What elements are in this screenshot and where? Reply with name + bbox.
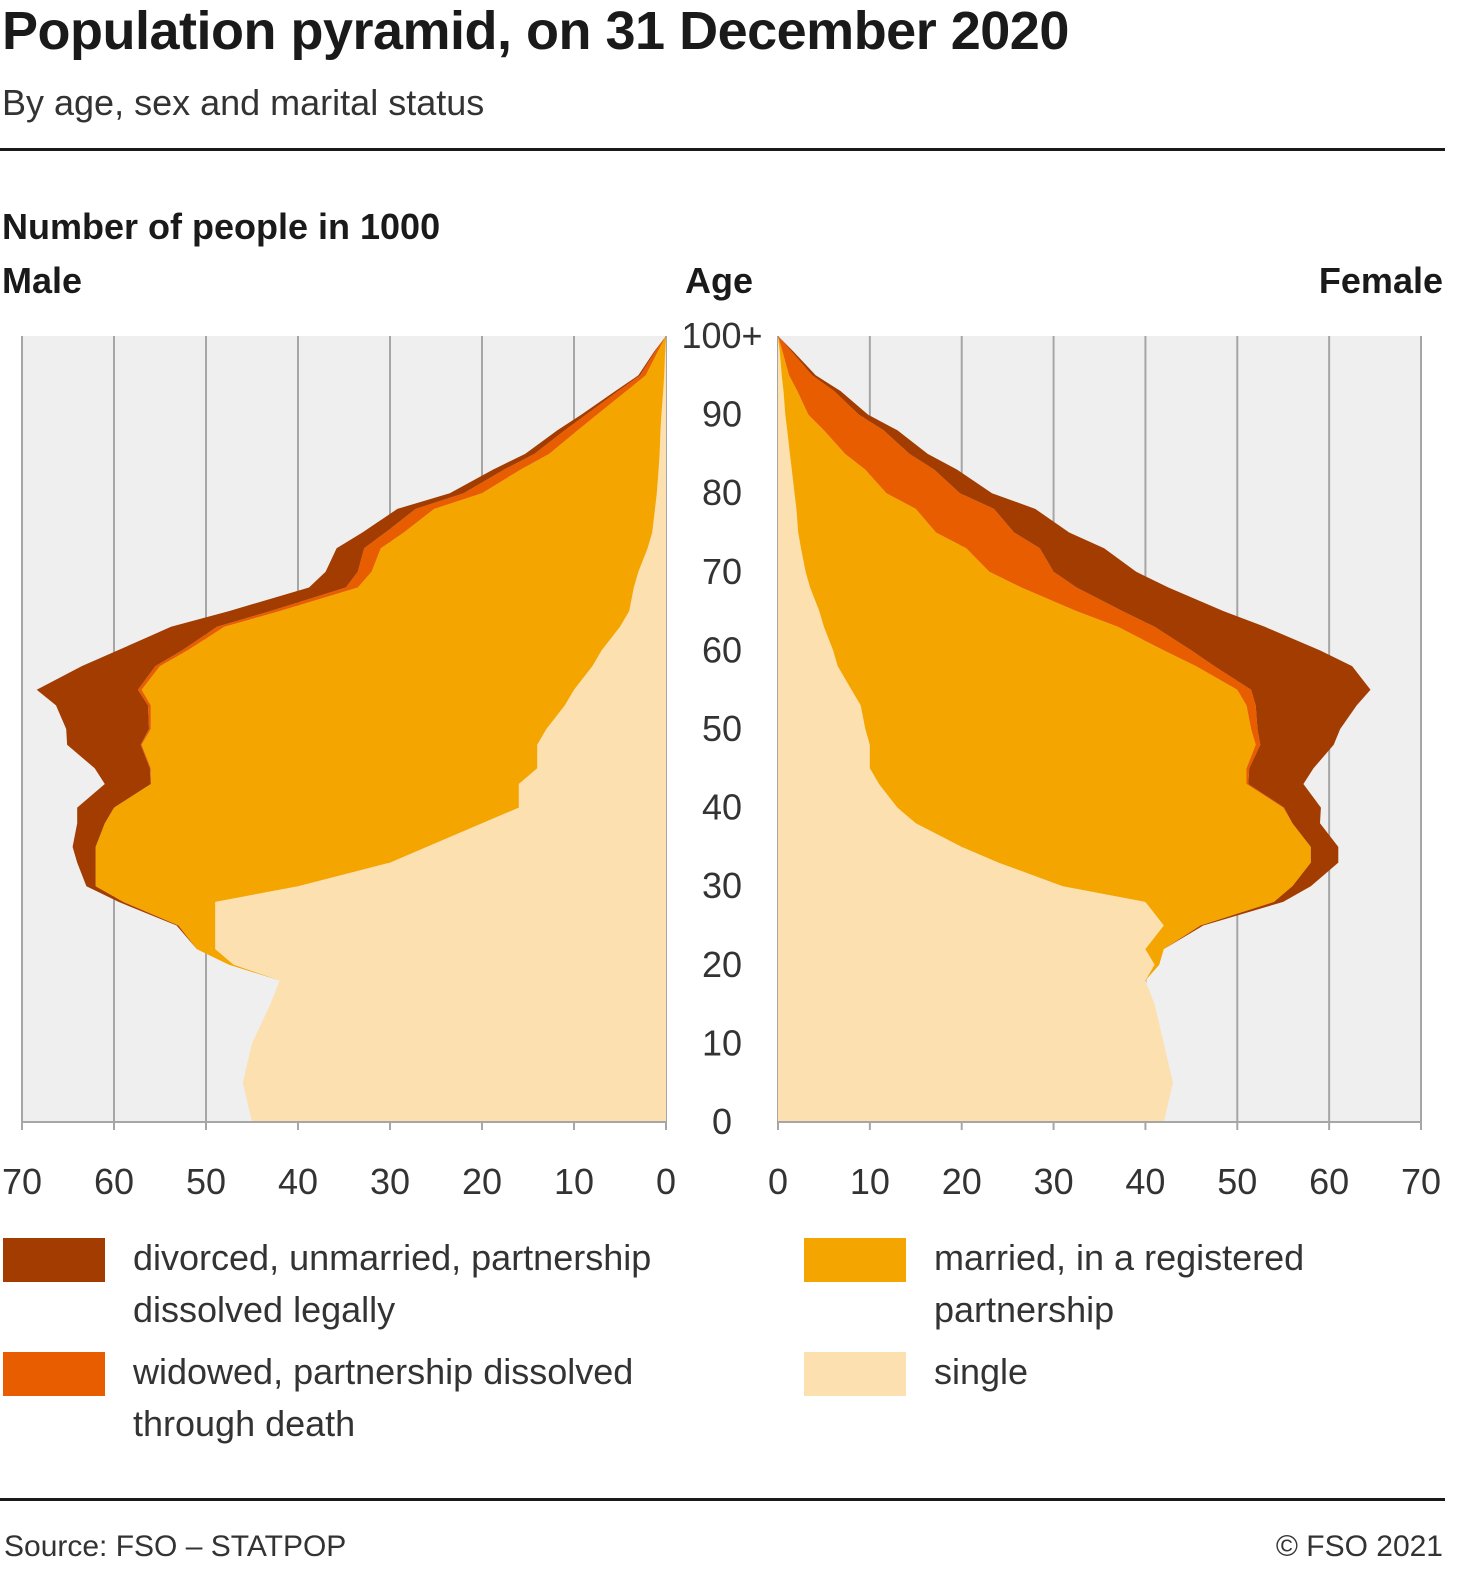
chart-title: Population pyramid, on 31 December 2020: [2, 1, 1069, 61]
legend-label-divorced: divorced, unmarried, partnership dissolv…: [133, 1237, 652, 1330]
male-tick-label-10: 10: [554, 1161, 594, 1202]
legend-label-single: single: [934, 1351, 1029, 1392]
male-tick-label-50: 50: [186, 1161, 226, 1202]
female-tick-label-0: 0: [768, 1161, 788, 1202]
legend-label-married: married, in a registered partnership: [934, 1237, 1305, 1330]
male-tick-label-60: 60: [94, 1161, 134, 1202]
copyright-note: © FSO 2021: [1275, 1530, 1443, 1563]
female-area-widowed: [778, 336, 1311, 1122]
age-tick-label-10: 10: [702, 1022, 742, 1063]
female-tick-label-10: 10: [850, 1161, 890, 1202]
legend-swatch-widowed: [3, 1352, 105, 1396]
age-tick-label-70: 70: [702, 551, 742, 592]
age-tick-label-100: 100+: [681, 315, 762, 356]
age-tick-label-50: 50: [702, 708, 742, 749]
legend-label-widowed: widowed, partnership dissolved through d…: [133, 1351, 634, 1444]
male-tick-label-30: 30: [370, 1161, 410, 1202]
female-area-single: [778, 336, 1173, 1122]
male-tick-label-70: 70: [2, 1161, 42, 1202]
female-label: Female: [1318, 260, 1443, 301]
male-area-single: [215, 336, 666, 1122]
age-tick-label-20: 20: [702, 944, 742, 985]
bottom-divider: [0, 1498, 1445, 1501]
female-tick-label-40: 40: [1125, 1161, 1165, 1202]
male-tick-label-40: 40: [278, 1161, 318, 1202]
female-tick-label-30: 30: [1034, 1161, 1074, 1202]
age-tick-label-30: 30: [702, 865, 742, 906]
value-unit-label: Number of people in 1000: [2, 206, 441, 247]
legend-swatch-divorced: [3, 1238, 105, 1282]
female-tick-label-70: 70: [1401, 1161, 1441, 1202]
age-tick-label-90: 90: [702, 394, 742, 435]
male-area-married: [95, 336, 667, 1122]
age-axis-label: Age: [685, 260, 754, 301]
age-tick-label-60: 60: [702, 629, 742, 670]
age-tick-label-80: 80: [702, 472, 742, 513]
source-note: Source: FSO – STATPOP: [4, 1530, 347, 1563]
male-label: Male: [2, 260, 83, 301]
female-tick-label-60: 60: [1309, 1161, 1349, 1202]
age-tick-label-0: 0: [712, 1101, 732, 1142]
female-area-married: [778, 336, 1311, 1122]
male-tick-label-20: 20: [462, 1161, 502, 1202]
age-tick-label-40: 40: [702, 787, 742, 828]
male-tick-label-0: 0: [656, 1161, 676, 1202]
top-divider: [0, 148, 1445, 151]
female-tick-label-20: 20: [942, 1161, 982, 1202]
legend-swatch-married: [804, 1238, 906, 1282]
female-tick-label-50: 50: [1217, 1161, 1257, 1202]
legend-swatch-single: [804, 1352, 906, 1396]
chart-subtitle: By age, sex and marital status: [2, 82, 485, 123]
